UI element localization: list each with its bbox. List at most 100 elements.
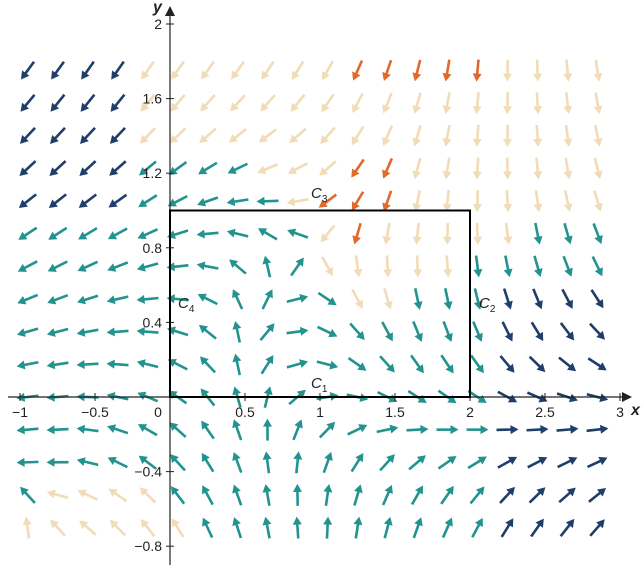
field-arrow-head [594,138,603,147]
field-arrow [468,457,487,468]
field-arrow [443,158,452,180]
field-arrow [321,225,335,242]
field-arrow [504,256,513,278]
field-arrow [232,419,241,440]
field-arrow [594,125,603,147]
field-arrow [473,190,482,212]
field-arrow [589,488,606,502]
field-arrow [444,288,453,310]
field-arrow [504,289,513,310]
field-arrow-head [227,197,236,206]
field-arrow [232,485,241,506]
field-arrow [197,198,218,207]
field-arrow [564,223,573,244]
field-arrow-head [414,301,423,310]
field-arrow [199,129,216,143]
field-arrow [588,457,608,467]
field-arrow [503,190,512,212]
field-arrow [201,62,214,80]
field-arrow-head [443,105,452,114]
field-arrow [350,323,365,339]
field-arrow [473,60,482,82]
field-arrow [229,259,246,273]
field-arrow [291,257,304,275]
field-arrow [291,95,305,112]
field-arrow-head [329,361,338,370]
field-arrow-head [600,425,608,434]
y-axis-title: y [152,0,163,16]
field-arrow [353,256,362,278]
field-arrow [137,263,158,272]
x-tick-label: 2.5 [535,404,555,420]
field-arrow [384,517,393,538]
field-arrow-head [599,393,608,402]
field-arrow [318,293,336,305]
field-arrow [533,92,542,114]
field-arrow [80,128,95,144]
field-arrow-head [263,419,272,427]
field-arrow [558,457,578,467]
field-arrow [321,94,333,112]
field-arrow [230,95,245,111]
field-arrow-head [264,386,273,395]
field-arrow-head [263,517,272,526]
y-tick-label: −0.8 [134,538,162,554]
field-arrow [382,322,393,341]
field-arrow-head [503,106,512,114]
field-arrow [108,457,128,467]
field-arrow [232,452,241,473]
field-arrow [109,195,127,208]
x-tick-label: 0 [154,404,162,420]
y-tick-label: 1.2 [143,165,163,181]
field-arrow-head [473,138,482,146]
field-arrow [500,356,514,373]
field-arrow-head [533,171,542,179]
field-arrow-head [594,105,603,114]
field-arrow [47,295,68,304]
field-arrow [500,487,515,503]
field-arrow [318,327,338,337]
field-arrow [413,255,422,277]
field-arrow [202,485,213,504]
field-arrow [473,92,482,114]
field-arrow [412,485,423,504]
field-arrow-head [47,425,55,434]
field-arrow [78,228,97,239]
field-arrow-head [420,425,428,434]
x-tick-label: 3 [616,404,624,420]
field-arrow-head [534,236,543,245]
field-arrow [138,195,157,207]
field-arrow [323,484,332,506]
field-arrow-head [504,269,513,278]
field-arrow [383,485,393,505]
field-arrow [141,62,154,80]
field-arrow [382,93,391,113]
field-arrow [412,60,421,81]
field-arrow [48,228,67,240]
field-arrow-head [167,230,176,239]
field-arrow [587,393,608,402]
field-arrow [78,262,98,272]
field-arrow-head [563,73,572,81]
field-arrow-head [383,236,392,245]
field-arrow [594,191,603,212]
field-arrow [141,519,155,536]
field-arrow [263,517,272,539]
field-arrow [593,257,603,277]
field-arrow [261,62,273,80]
field-arrow [18,261,37,272]
field-arrow [137,359,158,368]
field-arrow [534,256,543,277]
field-arrow-head [510,425,518,434]
field-arrow-head [77,457,86,466]
field-arrow-head [563,106,572,114]
field-arrow-head [107,295,116,304]
field-arrow [503,92,512,114]
field-arrow [110,520,125,536]
curve-label-c3: C3 [311,185,328,205]
field-arrow [107,295,128,304]
field-arrow-head [443,237,452,245]
field-arrow [229,129,246,143]
field-arrow-head [352,235,361,244]
field-arrow [287,197,309,206]
